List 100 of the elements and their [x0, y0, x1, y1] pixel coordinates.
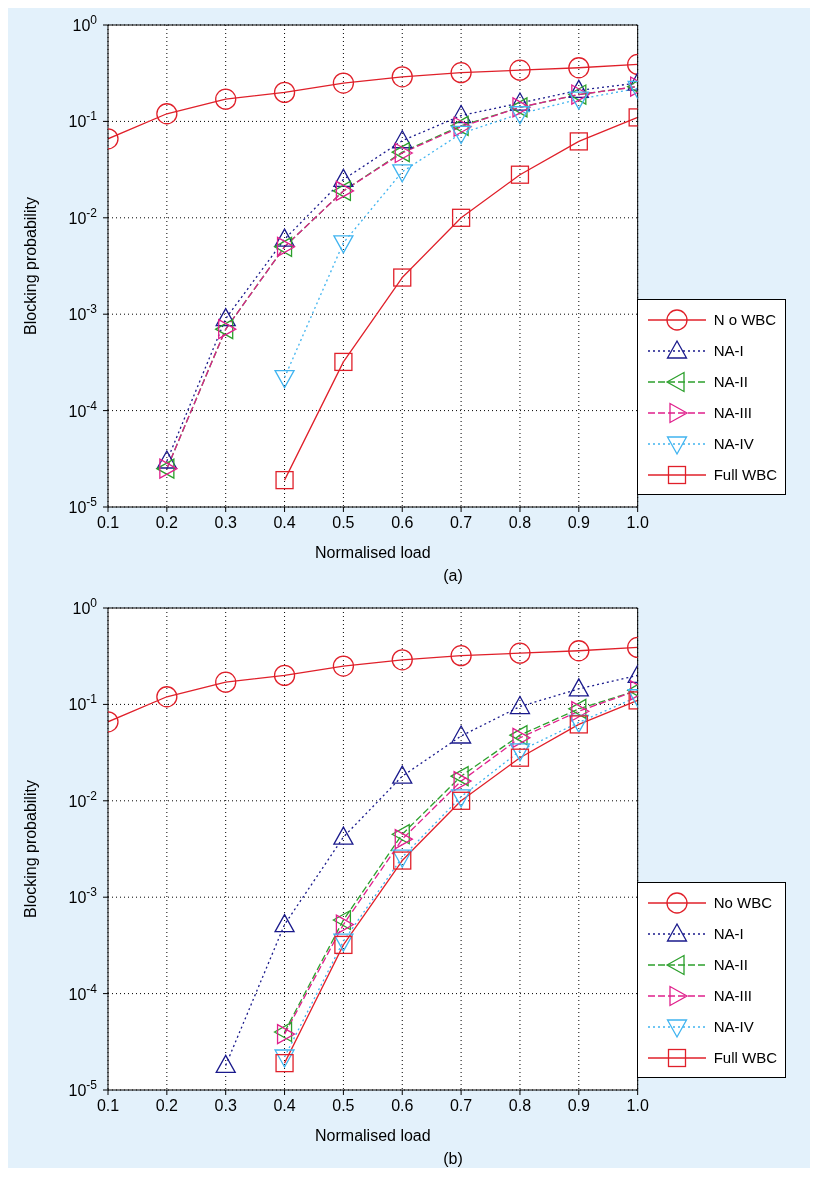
point	[453, 770, 472, 792]
point	[451, 208, 471, 227]
point	[450, 645, 472, 667]
x-tick-label: 0.5	[332, 1097, 355, 1114]
y-tick-label: 10$^{-1}$	[68, 109, 98, 131]
y-tick-label: 10$^{0}$	[72, 596, 98, 617]
legend-label: NA-III	[713, 404, 752, 421]
point	[156, 450, 177, 469]
point	[392, 130, 413, 149]
y-tick-label: 10$^{-4}$	[68, 981, 98, 1003]
point	[392, 765, 413, 784]
y-axis-title: Blocking probability	[21, 780, 39, 918]
legend-label: Full WBC	[713, 466, 777, 483]
x-tick-label: 0.6	[391, 1097, 414, 1114]
legend-label: NA-IV	[713, 1018, 754, 1035]
point	[333, 826, 354, 845]
y-tick-label: 10$^{-2}$	[68, 788, 98, 810]
point	[333, 168, 354, 188]
point	[450, 125, 472, 145]
point	[450, 766, 469, 787]
point	[510, 165, 530, 184]
x-tick-label: 0.9	[567, 514, 591, 531]
text: (a)	[442, 567, 464, 585]
x-tick-label: 0.3	[214, 514, 237, 531]
x-tick-label: 1.0	[626, 514, 649, 531]
y-tick-label: 10$^{-5}$	[68, 495, 98, 516]
x-tick-label: 0.4	[273, 514, 296, 531]
point	[335, 914, 355, 935]
x-tick-label: 0.4	[273, 1097, 296, 1114]
point	[393, 268, 412, 287]
point	[275, 1053, 294, 1073]
point	[332, 655, 355, 677]
x-tick-label: 0.1	[96, 1097, 120, 1114]
y-tick-label: 10$^{-3}$	[68, 885, 98, 907]
x-tick-label: 0.8	[508, 514, 532, 531]
point	[156, 103, 178, 125]
point	[568, 79, 589, 98]
point	[509, 59, 531, 81]
legend-label: NA-III	[713, 987, 752, 1004]
y-tick-label: 10$^{-1}$	[68, 692, 98, 714]
point	[275, 470, 294, 490]
point	[215, 671, 237, 693]
x-tick-label: 0.2	[155, 514, 179, 531]
point	[333, 235, 354, 254]
y-axis-title: Blocking probability	[21, 197, 39, 335]
x-tick-label: 0.6	[391, 514, 414, 531]
point	[394, 829, 413, 850]
x-tick-label: 0.3	[214, 1097, 237, 1114]
legend-label: N o WBC	[713, 311, 777, 328]
point	[391, 66, 413, 88]
y-tick-label: 10$^{-2}$	[68, 205, 98, 227]
point	[391, 824, 410, 845]
point	[450, 725, 472, 744]
point	[450, 104, 472, 124]
point	[332, 72, 355, 94]
x-tick-label: 1.0	[626, 1097, 649, 1114]
point	[568, 678, 589, 697]
point	[509, 106, 531, 125]
point	[274, 228, 295, 247]
point	[568, 640, 590, 662]
x-tick-label: 0.2	[155, 1097, 179, 1114]
point	[274, 913, 295, 933]
legend-label: NA-IV	[713, 435, 754, 452]
legend-label: NA-I	[713, 925, 744, 942]
x-tick-label: 0.7	[449, 1097, 473, 1114]
point	[509, 743, 531, 762]
y-tick-label: 10$^{-3}$	[68, 302, 98, 324]
legend-label: NA-II	[713, 373, 748, 390]
point	[334, 352, 353, 372]
point	[509, 92, 531, 111]
point	[568, 57, 590, 79]
x-axis-title: Normalised load	[315, 1127, 431, 1144]
x-tick-label: 0.5	[332, 514, 355, 531]
point	[509, 642, 531, 664]
point	[332, 909, 352, 931]
x-tick-label: 0.7	[449, 514, 473, 531]
point	[569, 132, 588, 151]
legend-label: Full WBC	[713, 1049, 777, 1066]
x-tick-label: 0.8	[508, 1097, 532, 1114]
point	[391, 649, 413, 671]
point	[215, 307, 236, 327]
y-tick-label: 10$^{-5}$	[68, 1078, 98, 1099]
point	[274, 369, 295, 389]
point	[273, 81, 296, 104]
point	[450, 62, 472, 84]
point	[392, 164, 413, 183]
point	[510, 748, 530, 767]
point	[215, 88, 237, 110]
point	[215, 1054, 236, 1074]
point	[274, 1049, 295, 1068]
y-tick-label: 10$^{0}$	[72, 13, 98, 34]
x-tick-label: 0.1	[96, 514, 120, 531]
x-tick-label: 0.9	[567, 1097, 591, 1114]
text: (b)	[442, 1150, 464, 1168]
y-tick-label: 10$^{-4}$	[68, 398, 98, 420]
x-axis-title: Normalised load	[315, 544, 431, 561]
legend-label: No WBC	[713, 894, 772, 911]
point	[273, 664, 296, 687]
legend-label: NA-I	[713, 342, 744, 359]
point	[568, 91, 589, 110]
